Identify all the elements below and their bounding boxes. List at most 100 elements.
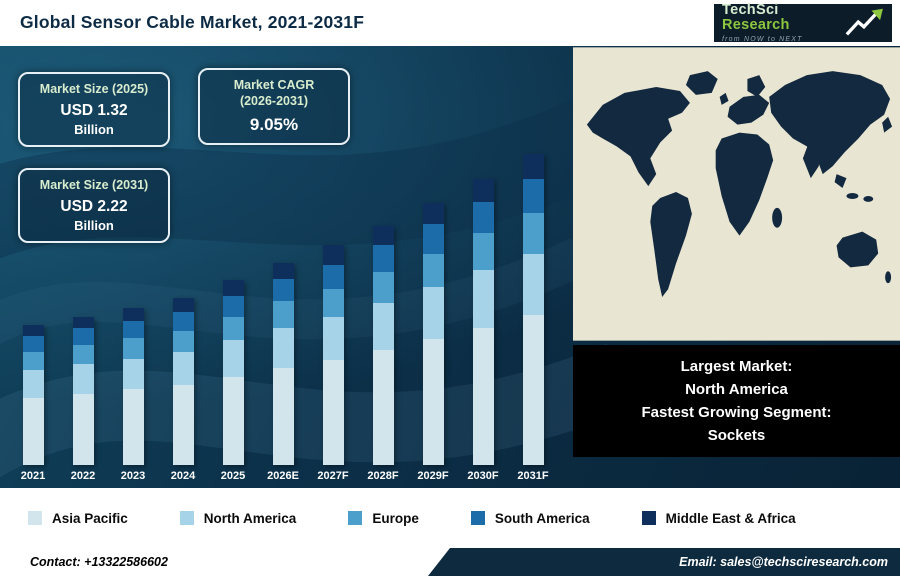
segment-south-america [372, 245, 394, 272]
legend-swatch-north-america [179, 511, 194, 525]
email-info: Email: sales@techsciresearch.com [679, 555, 888, 569]
legend-item-south-america: South America [470, 510, 590, 526]
market-cagr-label-line1: Market CAGR [233, 78, 315, 92]
segment-europe [122, 337, 144, 359]
bar-slot-2023: 2023 [108, 308, 158, 484]
segment-south-america [72, 327, 94, 345]
segment-south-america [22, 336, 44, 352]
stacked-bar-2021 [22, 325, 44, 465]
segment-north-america [322, 316, 344, 360]
segment-south-america [322, 264, 344, 289]
segment-asia-pacific [72, 393, 94, 465]
x-axis-label-2029f: 2029F [417, 470, 449, 482]
segment-middle-east-africa [72, 316, 94, 328]
segment-south-america [272, 278, 294, 302]
segment-south-america [122, 320, 144, 338]
segment-north-america [72, 364, 94, 394]
market-size-2031-box: Market Size (2031) USD 2.22 Billion [18, 168, 170, 243]
stacked-bar-2024 [172, 298, 194, 465]
market-cagr-label-line2: (2026-2031) [239, 93, 309, 108]
stacked-bar-2027f [322, 245, 344, 465]
segment-middle-east-africa [22, 325, 44, 337]
logo-arrow-icon [845, 8, 884, 36]
segment-europe [272, 301, 294, 328]
segment-europe [72, 344, 94, 365]
market-size-2025-unit: Billion [74, 121, 114, 137]
highlight-line-largest-market: Largest Market: [680, 358, 793, 375]
segment-south-america [172, 312, 194, 331]
logo-brand-primary: TechSci [722, 2, 779, 19]
segment-north-america [372, 302, 394, 351]
segment-north-america [422, 287, 444, 339]
footer-bar: Contact: +13322586602 Email: sales@techs… [0, 548, 900, 576]
bar-slot-2025: 2025 [208, 280, 258, 484]
market-cagr-value: 9.05% [249, 115, 299, 135]
segment-europe [322, 288, 344, 317]
x-axis-label-2021: 2021 [20, 470, 46, 482]
logo-tagline: from NOW to NEXT [722, 35, 803, 43]
segment-north-america [22, 369, 44, 398]
legend-item-europe: Europe [348, 511, 419, 526]
legend-label-south-america: South America [494, 510, 590, 526]
stacked-bar-2029f [422, 203, 444, 465]
contact-info: Contact: +13322586602 [0, 548, 450, 576]
legend-label-north-america: North America [203, 510, 297, 526]
stacked-bar-chart: 2021 2022 2023 2024 2025 2026E 2027F 2028F 2029F… [8, 154, 558, 484]
market-size-2031-unit: Billion [74, 217, 114, 233]
stacked-bar-2028f [372, 225, 394, 465]
segment-north-america [472, 270, 494, 328]
legend-item-north-america: North America [179, 510, 297, 526]
highlight-box: Largest Market: North America Fastest Gr… [573, 345, 900, 457]
legend-swatch-europe [348, 511, 363, 525]
techsci-logo: TechSci Research from NOW to NEXT [714, 2, 892, 43]
segment-middle-east-africa [172, 298, 194, 313]
segment-asia-pacific [522, 315, 544, 465]
world-map [573, 46, 900, 342]
legend-swatch-asia-pacific [28, 511, 42, 525]
header-bar: Global Sensor Cable Market, 2021-2031F T… [0, 0, 900, 46]
bar-slot-2029f: 2029F [408, 203, 458, 484]
logo-brand-secondary: Research [722, 17, 790, 34]
segment-asia-pacific [372, 350, 394, 465]
bar-slot-2024: 2024 [158, 298, 208, 484]
segment-north-america [172, 351, 194, 386]
logo-text: TechSci Research from NOW to NEXT [722, 2, 844, 43]
stacked-bar-2030f [472, 179, 494, 465]
map-land [586, 71, 893, 298]
segment-middle-east-africa [122, 308, 144, 321]
segment-europe [522, 213, 544, 254]
bar-slot-2021: 2021 [8, 325, 58, 484]
x-axis-label-2030f: 2030F [467, 470, 499, 482]
segment-europe [22, 351, 44, 370]
logo-brand: TechSci Research [722, 2, 844, 34]
market-cagr-box: Market CAGR (2026-2031) 9.05% [198, 68, 350, 146]
x-axis-label-2031f: 2031F [517, 470, 549, 482]
bar-slot-2026e: 2026E [258, 263, 308, 484]
segment-middle-east-africa [272, 263, 294, 279]
x-axis-label-2026e: 2026E [267, 470, 299, 482]
segment-asia-pacific [472, 327, 494, 465]
x-axis-label-2022: 2022 [70, 470, 96, 482]
market-size-2031-label: Market Size (2031) [39, 178, 149, 192]
stacked-bar-2023 [122, 308, 144, 465]
x-axis-label-2028f: 2028F [367, 470, 399, 482]
segment-north-america [222, 340, 244, 377]
segment-middle-east-africa [522, 154, 544, 180]
bar-slot-2030f: 2030F [458, 179, 508, 484]
segment-asia-pacific [172, 385, 194, 465]
legend-swatch-south-america [470, 511, 485, 525]
bar-slot-2028f: 2028F [358, 225, 408, 484]
legend-label-asia-pacific: Asia Pacific [52, 510, 128, 526]
legend-label-europe: Europe [372, 510, 419, 526]
segment-north-america [272, 327, 294, 369]
market-size-2025-label: Market Size (2025) [39, 82, 149, 96]
stacked-bar-2031f [522, 154, 544, 465]
segment-europe [422, 253, 444, 288]
chart-legend: Asia Pacific North America Europe South Ame… [0, 488, 900, 548]
segment-north-america [522, 253, 544, 316]
x-axis-label-2023: 2023 [120, 470, 146, 482]
segment-europe [472, 232, 494, 271]
segment-asia-pacific [222, 376, 244, 465]
market-size-2031-value: USD 2.22 [60, 197, 128, 215]
